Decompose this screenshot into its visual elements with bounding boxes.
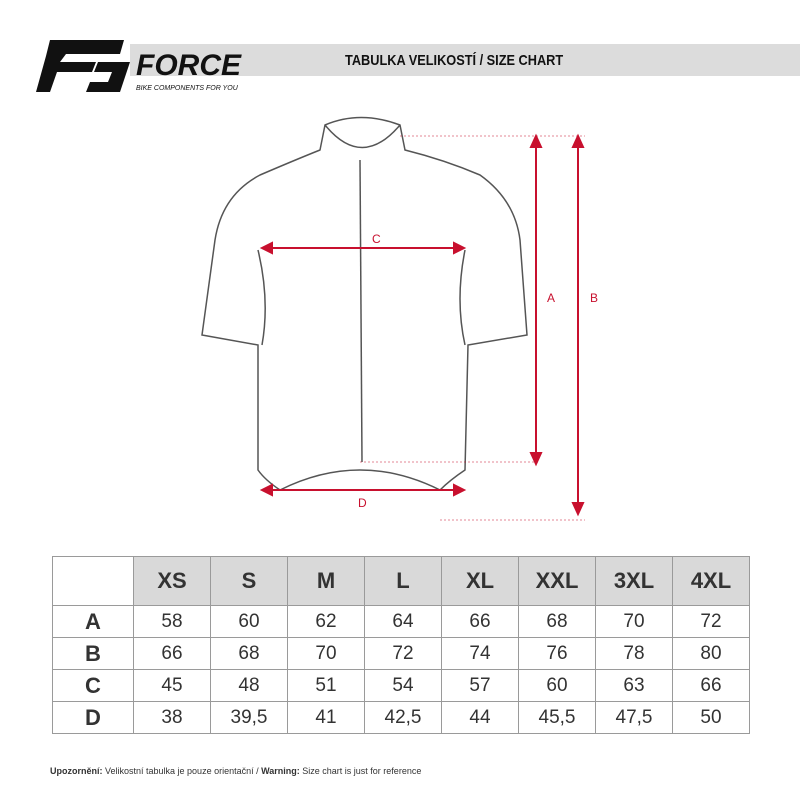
measurement-cell: 68 bbox=[210, 637, 288, 670]
table-row: B 66 68 70 72 74 76 78 80 bbox=[52, 637, 750, 670]
row-label: A bbox=[52, 605, 134, 638]
measurement-cell: 70 bbox=[287, 637, 365, 670]
measurement-cell: 39,5 bbox=[210, 701, 288, 734]
measurement-cell: 78 bbox=[595, 637, 673, 670]
size-header: L bbox=[364, 556, 442, 606]
measurement-cell: 57 bbox=[441, 669, 519, 702]
measurement-cell: 70 bbox=[595, 605, 673, 638]
measurement-cell: 42,5 bbox=[364, 701, 442, 734]
note-cz-text: Velikostní tabulka je pouze orientační / bbox=[102, 766, 262, 776]
measurement-cell: 68 bbox=[518, 605, 596, 638]
size-header: M bbox=[287, 556, 365, 606]
measurement-cell: 45,5 bbox=[518, 701, 596, 734]
note-en-text: Size chart is just for reference bbox=[299, 766, 422, 776]
size-header: 3XL bbox=[595, 556, 673, 606]
measurement-cell: 80 bbox=[672, 637, 750, 670]
table-row: D 38 39,5 41 42,5 44 45,5 47,5 50 bbox=[52, 701, 750, 734]
row-label: B bbox=[52, 637, 134, 670]
brand-name: FORCE bbox=[136, 49, 242, 82]
row-label: C bbox=[52, 669, 134, 702]
row-label: D bbox=[52, 701, 134, 734]
measurement-cell: 66 bbox=[133, 637, 211, 670]
measurement-cell: 72 bbox=[672, 605, 750, 638]
label-a: A bbox=[547, 291, 555, 305]
measurement-cell: 45 bbox=[133, 669, 211, 702]
force-logo: FORCE BIKE COMPONENTS FOR YOU bbox=[36, 38, 306, 99]
size-header: XXL bbox=[518, 556, 596, 606]
label-c: C bbox=[372, 232, 381, 246]
brand-tagline: BIKE COMPONENTS FOR YOU bbox=[136, 85, 239, 92]
measurement-cell: 76 bbox=[518, 637, 596, 670]
size-header-row: XS S M L XL XXL 3XL 4XL bbox=[52, 556, 750, 606]
measurement-cell: 44 bbox=[441, 701, 519, 734]
warning-note: Upozornění: Velikostní tabulka je pouze … bbox=[50, 766, 421, 776]
label-d: D bbox=[358, 496, 367, 510]
measurement-cell: 63 bbox=[595, 669, 673, 702]
table-row: A 58 60 62 64 66 68 70 72 bbox=[52, 605, 750, 638]
measurement-cell: 62 bbox=[287, 605, 365, 638]
size-table: XS S M L XL XXL 3XL 4XL A 58 60 62 64 66 68 70 7… bbox=[52, 556, 750, 734]
measurement-cell: 72 bbox=[364, 637, 442, 670]
measurement-cell: 38 bbox=[133, 701, 211, 734]
label-b: B bbox=[590, 291, 598, 305]
measurement-cell: 48 bbox=[210, 669, 288, 702]
measurement-cell: 60 bbox=[210, 605, 288, 638]
measurement-cell: 66 bbox=[672, 669, 750, 702]
measurement-cell: 50 bbox=[672, 701, 750, 734]
measurement-cell: 51 bbox=[287, 669, 365, 702]
measurement-cell: 60 bbox=[518, 669, 596, 702]
page-title: TABULKA VELIKOSTÍ / SIZE CHART bbox=[345, 52, 564, 69]
measurement-cell: 64 bbox=[364, 605, 442, 638]
corner-cell bbox=[52, 556, 134, 606]
measurement-cell: 47,5 bbox=[595, 701, 673, 734]
size-header: XS bbox=[133, 556, 211, 606]
measurement-cell: 58 bbox=[133, 605, 211, 638]
measurement-cell: 74 bbox=[441, 637, 519, 670]
note-en-label: Warning: bbox=[261, 766, 300, 776]
size-header: S bbox=[210, 556, 288, 606]
measurement-cell: 66 bbox=[441, 605, 519, 638]
size-header: XL bbox=[441, 556, 519, 606]
size-header: 4XL bbox=[672, 556, 750, 606]
measurement-cell: 54 bbox=[364, 669, 442, 702]
measurement-cell: 41 bbox=[287, 701, 365, 734]
table-row: C 45 48 51 54 57 60 63 66 bbox=[52, 669, 750, 702]
header-bar bbox=[130, 44, 800, 76]
note-cz-label: Upozornění: bbox=[50, 766, 103, 776]
jersey-diagram: C D A B bbox=[201, 116, 598, 521]
